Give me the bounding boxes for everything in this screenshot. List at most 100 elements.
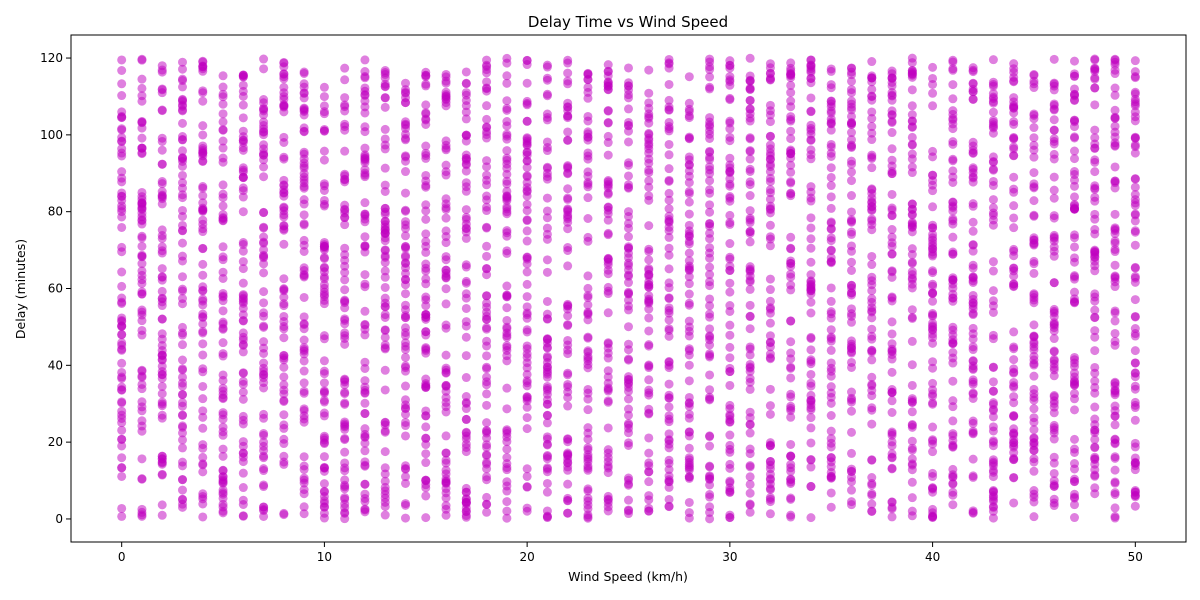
- data-point: [178, 322, 187, 332]
- data-point: [644, 477, 654, 487]
- data-point: [157, 179, 167, 189]
- data-point: [1110, 244, 1120, 254]
- data-point: [826, 283, 836, 293]
- data-point: [279, 239, 289, 249]
- data-point: [178, 212, 187, 221]
- data-point: [259, 103, 269, 113]
- data-point: [461, 487, 471, 497]
- data-point: [867, 419, 877, 429]
- data-point: [1049, 408, 1059, 418]
- data-point: [684, 409, 694, 419]
- data-point: [745, 359, 755, 369]
- data-point: [644, 65, 654, 75]
- data-point: [1049, 501, 1059, 511]
- data-point: [421, 148, 431, 158]
- data-point: [482, 362, 492, 372]
- data-point: [178, 355, 187, 365]
- data-point: [1070, 204, 1079, 214]
- data-point: [482, 156, 492, 166]
- data-point: [988, 494, 998, 504]
- data-point: [745, 407, 755, 417]
- data-point: [603, 77, 613, 87]
- data-point: [1110, 90, 1120, 100]
- data-point: [968, 471, 978, 481]
- data-point: [1130, 174, 1140, 184]
- data-point: [1130, 415, 1140, 425]
- data-point: [117, 453, 127, 463]
- data-point: [745, 191, 755, 201]
- data-point: [522, 358, 532, 368]
- data-point: [786, 80, 796, 90]
- data-point: [705, 370, 715, 380]
- data-point: [482, 170, 492, 180]
- data-point: [847, 477, 856, 487]
- data-point: [178, 461, 187, 471]
- data-point: [826, 325, 836, 335]
- data-point: [867, 499, 877, 509]
- data-point: [1049, 125, 1059, 135]
- data-point: [178, 410, 187, 420]
- data-point: [401, 478, 410, 488]
- data-point: [664, 176, 674, 186]
- data-point: [563, 496, 573, 506]
- data-point: [624, 171, 633, 181]
- data-point: [401, 472, 410, 482]
- data-point: [705, 385, 715, 395]
- data-point: [542, 399, 552, 409]
- data-point: [1130, 263, 1140, 273]
- data-point: [482, 351, 492, 361]
- data-point: [948, 500, 958, 510]
- data-point: [198, 467, 208, 477]
- data-point: [563, 194, 573, 204]
- data-point: [299, 509, 309, 519]
- data-point: [502, 193, 512, 203]
- data-point: [826, 139, 836, 149]
- data-point: [1049, 242, 1059, 252]
- data-point: [1110, 386, 1120, 396]
- data-point: [847, 466, 856, 476]
- data-point: [1029, 425, 1039, 435]
- data-point: [988, 115, 998, 125]
- data-point: [401, 78, 410, 88]
- data-point: [826, 246, 836, 256]
- data-point: [441, 299, 451, 309]
- data-point: [725, 93, 735, 103]
- data-point: [563, 206, 573, 216]
- data-point: [1070, 389, 1079, 399]
- data-point: [1009, 187, 1019, 197]
- data-point: [948, 376, 958, 386]
- data-point: [644, 304, 654, 314]
- data-point: [847, 67, 856, 77]
- data-point: [1070, 434, 1079, 444]
- data-point: [928, 202, 938, 212]
- data-point: [502, 228, 512, 238]
- data-point: [847, 304, 856, 314]
- data-point: [482, 206, 492, 216]
- data-point: [988, 506, 998, 516]
- data-point: [887, 117, 897, 127]
- data-point: [664, 188, 674, 198]
- data-point: [583, 452, 593, 462]
- data-point: [360, 479, 370, 489]
- data-point: [1070, 500, 1079, 510]
- data-point: [340, 100, 350, 110]
- data-point: [299, 178, 309, 188]
- data-point: [948, 166, 958, 176]
- data-point: [1110, 236, 1120, 246]
- data-point: [461, 278, 471, 288]
- data-point: [319, 126, 329, 136]
- data-point: [684, 360, 694, 370]
- data-point: [340, 339, 350, 349]
- data-point: [117, 111, 127, 121]
- data-point: [238, 80, 248, 90]
- data-point: [664, 204, 674, 214]
- data-point: [664, 79, 674, 89]
- data-point: [360, 72, 370, 82]
- data-point: [360, 357, 370, 367]
- data-point: [988, 437, 998, 447]
- data-point: [259, 268, 269, 278]
- data-point: [238, 411, 248, 421]
- data-point: [238, 264, 248, 274]
- data-point: [401, 352, 410, 362]
- data-point: [198, 312, 208, 322]
